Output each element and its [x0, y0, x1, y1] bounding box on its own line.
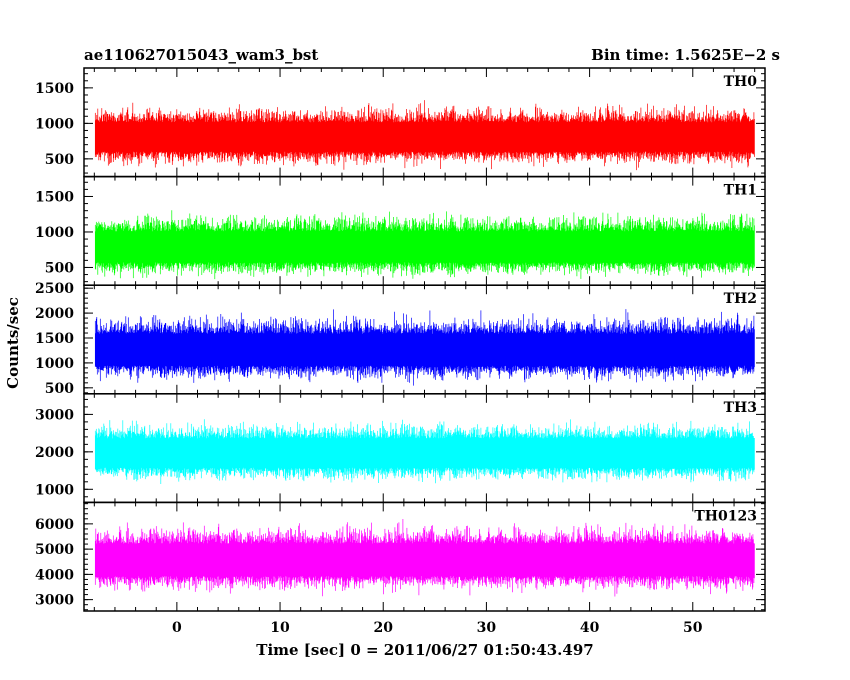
y-tick-label: 1500 — [35, 189, 74, 205]
series-line-th3 — [94, 419, 755, 484]
panel-th3: 1000 2000 3000 TH3 — [35, 393, 766, 504]
y-tick-label: 1000 — [35, 482, 74, 498]
x-tick-label: 0 — [172, 620, 182, 636]
y-tick-label: 500 — [45, 152, 74, 168]
bin-time-label: Bin time: 1.5625E−2 s — [591, 46, 780, 64]
series-line-th0 — [94, 100, 755, 171]
series-line-th1 — [94, 210, 755, 280]
panel-label-th2: TH2 — [724, 291, 757, 307]
x-axis-label: Time [sec] 0 = 2011/06/27 01:50:43.497 — [256, 641, 593, 659]
y-tick-label: 3000 — [35, 593, 74, 609]
panel-th2: 500 1000 1500 2000 2500 TH2 — [35, 281, 766, 397]
y-tick-label: 1500 — [35, 81, 74, 97]
y-tick-label: 500 — [45, 381, 74, 397]
panel-label-th0123: TH0123 — [694, 508, 757, 524]
y-tick-label: 1000 — [35, 225, 74, 241]
panel-label-th3: TH3 — [724, 400, 757, 416]
y-tick-label: 3000 — [35, 407, 74, 423]
x-tick-label: 50 — [683, 620, 703, 636]
y-tick-label: 6000 — [35, 517, 74, 533]
x-tick-label: 40 — [580, 620, 600, 636]
x-tick-label: 10 — [270, 620, 290, 636]
y-tick-label: 2000 — [35, 306, 74, 322]
panel-label-th0: TH0 — [724, 74, 758, 90]
panel-label-th1: TH1 — [724, 183, 757, 199]
y-tick-label: 1000 — [35, 116, 74, 132]
series-line-th0123 — [94, 519, 755, 597]
series-line-th2 — [94, 309, 755, 386]
chart-title: ae110627015043_wam3_bst — [84, 46, 318, 64]
y-tick-label: 5000 — [35, 542, 74, 558]
y-tick-label: 1000 — [35, 356, 74, 372]
y-tick-label: 4000 — [35, 567, 74, 583]
panel-th0123: 3000 4000 5000 6000 TH0123 — [35, 501, 766, 612]
y-tick-label: 2500 — [35, 281, 74, 297]
y-axis-label: Counts/sec — [4, 297, 22, 389]
x-tick-label: 30 — [477, 620, 497, 636]
y-tick-label: 2000 — [35, 445, 74, 461]
x-tick-label: 20 — [373, 620, 393, 636]
panel-th1: 500 1000 1500 TH1 — [35, 175, 766, 286]
panel-th0: 500 1000 1500 TH0 — [35, 67, 766, 178]
y-tick-label: 1500 — [35, 331, 74, 347]
y-tick-label: 500 — [45, 260, 74, 276]
